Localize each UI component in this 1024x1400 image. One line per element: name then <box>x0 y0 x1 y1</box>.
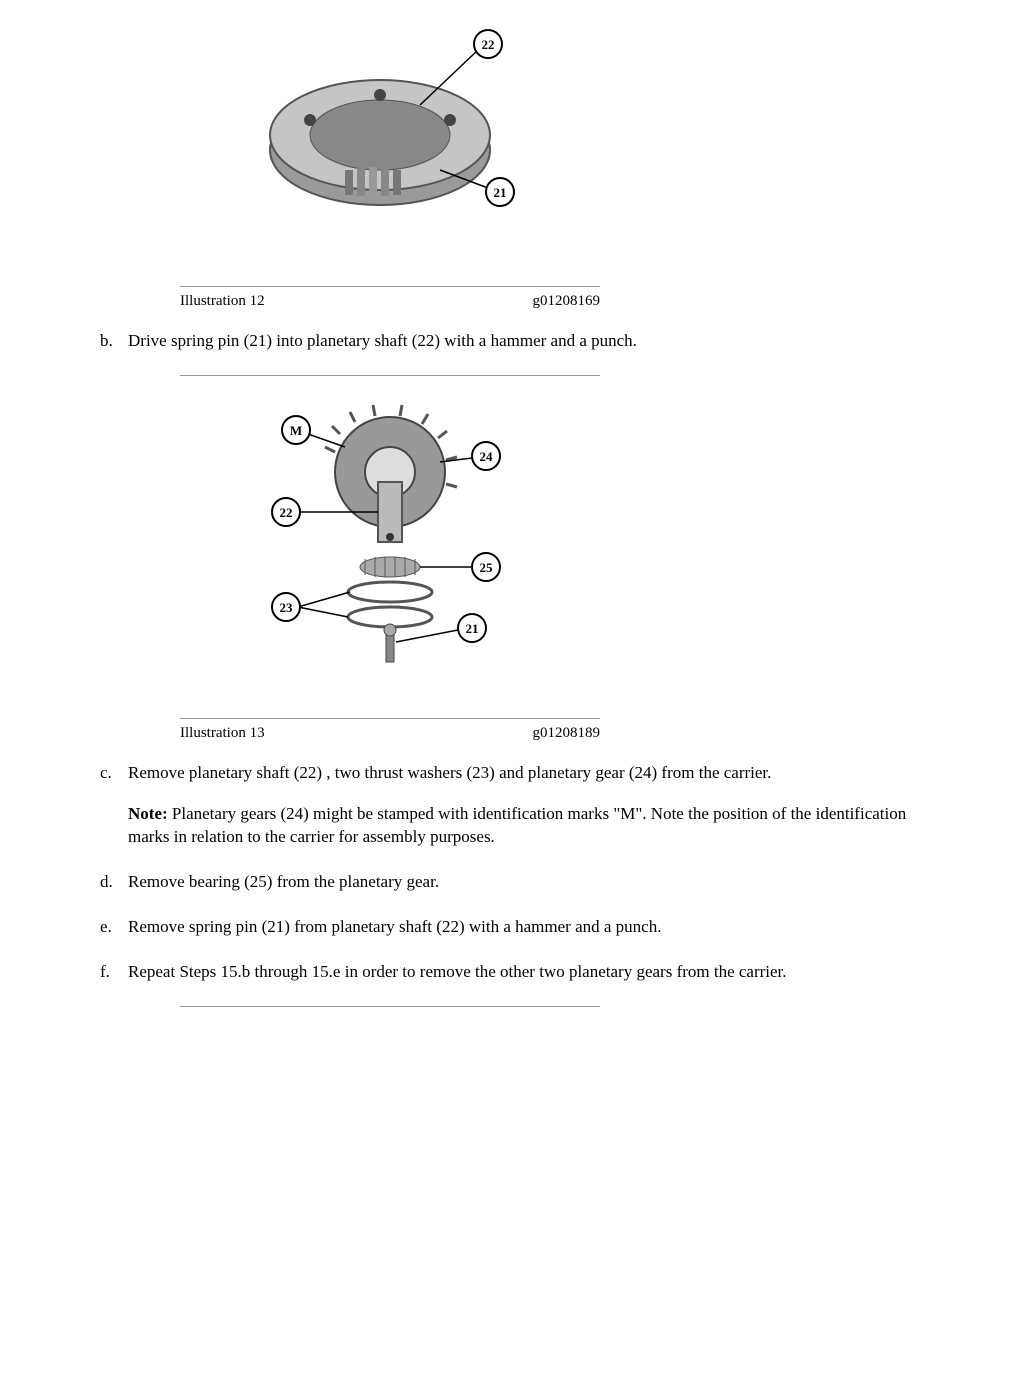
step-d-marker: d. <box>100 871 128 894</box>
illustration-12-image: 22 21 <box>180 20 600 280</box>
figure-13-container: M 24 22 25 23 21 <box>180 375 924 742</box>
note-text: Planetary gears (24) might be stamped wi… <box>128 804 906 846</box>
step-c: c. Remove planetary shaft (22) , two thr… <box>100 762 924 849</box>
svg-text:23: 23 <box>280 600 294 615</box>
figure-13-box: M 24 22 25 23 21 <box>180 375 600 742</box>
svg-text:25: 25 <box>480 560 494 575</box>
svg-text:22: 22 <box>280 505 293 520</box>
step-f-text: Repeat Steps 15.b through 15.e in order … <box>128 961 924 984</box>
svg-text:22: 22 <box>482 37 495 52</box>
figure-next-divider <box>180 1006 600 1007</box>
figure-next-container <box>180 1006 924 1007</box>
step-e-marker: e. <box>100 916 128 939</box>
figure-13-divider-top <box>180 375 600 376</box>
illustration-13-image: M 24 22 25 23 21 <box>180 382 600 712</box>
step-f: f. Repeat Steps 15.b through 15.e in ord… <box>100 961 924 984</box>
step-c-content: Remove planetary shaft (22) , two thrust… <box>128 762 924 849</box>
step-c-marker: c. <box>100 762 128 849</box>
step-e: e. Remove spring pin (21) from planetary… <box>100 916 924 939</box>
step-b-text: Drive spring pin (21) into planetary sha… <box>128 330 924 353</box>
figure-12-container: 22 21 Illustration 12 g01208169 <box>180 20 924 310</box>
figure-13-caption: Illustration 13 g01208189 <box>180 725 600 742</box>
step-d: d. Remove bearing (25) from the planetar… <box>100 871 924 894</box>
step-b: b. Drive spring pin (21) into planetary … <box>100 330 924 353</box>
svg-text:M: M <box>290 423 302 438</box>
step-d-text: Remove bearing (25) from the planetary g… <box>128 871 924 894</box>
figure-12-box: 22 21 Illustration 12 g01208169 <box>180 20 600 310</box>
illustration-13-label: Illustration 13 <box>180 725 265 742</box>
note-label: Note: <box>128 804 168 823</box>
step-b-marker: b. <box>100 330 128 353</box>
step-e-text: Remove spring pin (21) from planetary sh… <box>128 916 924 939</box>
exploded-gear-diagram: M 24 22 25 23 21 <box>240 392 540 702</box>
step-c-note: Note: Planetary gears (24) might be stam… <box>128 803 924 849</box>
svg-text:24: 24 <box>480 449 494 464</box>
svg-text:21: 21 <box>494 185 507 200</box>
illustration-13-id: g01208189 <box>533 725 601 742</box>
gear-assembly-diagram: 22 21 <box>240 0 540 305</box>
svg-text:21: 21 <box>466 621 479 636</box>
illustration-12-id: g01208169 <box>533 293 601 310</box>
figure-13-divider-bottom <box>180 718 600 719</box>
step-f-marker: f. <box>100 961 128 984</box>
step-c-text: Remove planetary shaft (22) , two thrust… <box>128 762 924 785</box>
